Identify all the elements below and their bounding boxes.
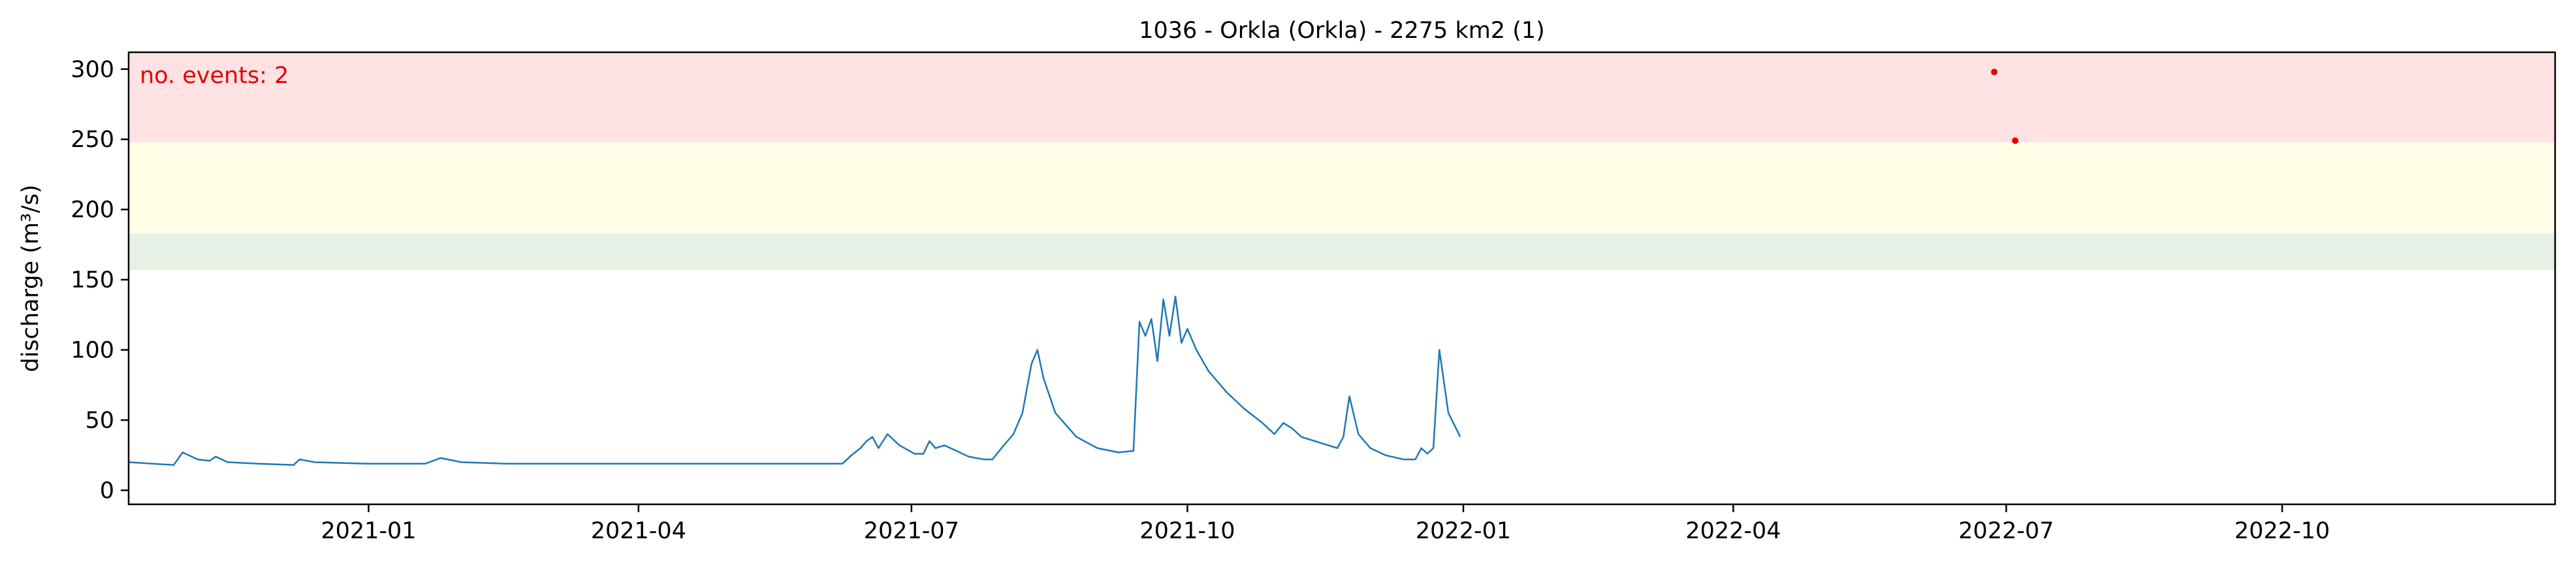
y-tick-label: 100 [71, 338, 114, 364]
threshold-bands [129, 52, 2555, 270]
x-tick-label: 2022-01 [1416, 518, 1511, 544]
series-lines [128, 295, 1461, 466]
y-axis-label: discharge (m³/s) [18, 184, 44, 372]
x-tick-label: 2022-04 [1685, 518, 1781, 544]
x-tick-label: 2021-04 [591, 518, 686, 544]
y-tick-label: 50 [85, 408, 114, 434]
event-markers [1991, 69, 2019, 144]
event-marker-1 [1991, 69, 1998, 76]
x-tick-label: 2021-01 [321, 518, 416, 544]
x-tick-label: 2022-07 [1958, 518, 2054, 544]
series-line-1 [128, 295, 1461, 466]
plot-frame [127, 51, 2556, 506]
y-tick-label: 250 [71, 127, 114, 153]
threshold-band-3 [129, 52, 2555, 142]
chart-title: 1036 - Orkla (Orkla) - 2275 km2 (1) [1139, 18, 1545, 44]
y-tick-label: 300 [71, 57, 114, 83]
y-tick-label: 0 [100, 478, 114, 504]
threshold-band-2 [129, 142, 2555, 234]
x-tick-label: 2021-07 [864, 518, 959, 544]
events-annotation: no. events: 2 [140, 63, 289, 89]
x-tick-label: 2021-10 [1139, 518, 1235, 544]
y-tick-label: 150 [71, 267, 114, 293]
y-axis-ticks: 0 50 100 150 200 250 300 [71, 57, 129, 504]
threshold-band-1 [129, 233, 2555, 270]
x-axis-ticks: 2021-01 2021-04 2021-07 2021-10 2022-01 2022-… [321, 504, 2330, 544]
y-tick-label: 200 [71, 197, 114, 223]
x-tick-label: 2022-10 [2234, 518, 2330, 544]
event-marker-2 [2012, 137, 2019, 144]
